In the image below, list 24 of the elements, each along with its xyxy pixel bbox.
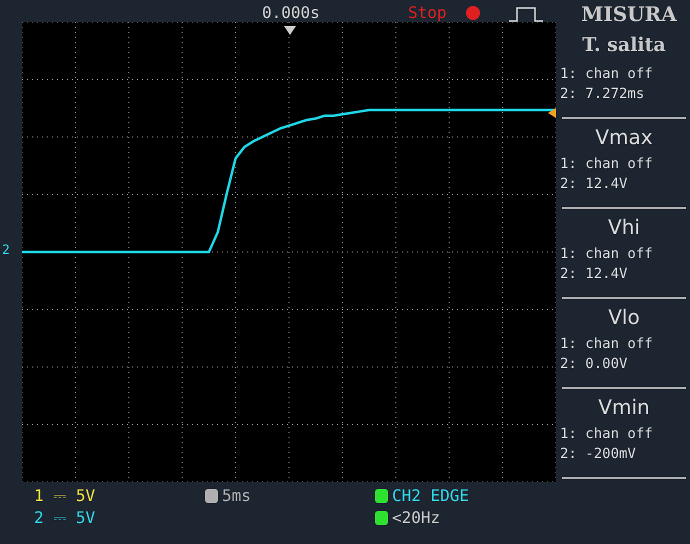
text: Vmin — [597, 395, 651, 419]
text: 1: chan off — [560, 156, 654, 173]
text: 0.000s — [262, 3, 321, 22]
text: T. salita — [581, 34, 667, 57]
text: 1: chan off — [560, 66, 654, 83]
text: CH2 EDGE — [392, 486, 470, 506]
text: 1 ⎓ 5V — [34, 486, 96, 506]
text: Vhi — [607, 215, 641, 239]
text: <20Hz — [392, 508, 442, 528]
text: 2: 12.4V — [560, 176, 628, 193]
text: 2 ⎓ 5V — [34, 508, 96, 528]
text: Stop — [408, 3, 448, 22]
text: 1: chan off — [560, 336, 654, 353]
text: 2: 12.4V — [560, 266, 628, 283]
text: 1: chan off — [560, 246, 654, 263]
text: 2: 7.272ms — [560, 86, 646, 103]
text: 2 — [2, 243, 11, 259]
text: Vlo — [607, 305, 641, 329]
text: MISURA — [580, 2, 678, 26]
text: 2: -200mV — [560, 446, 637, 463]
text: 2: 0.00V — [560, 356, 628, 373]
text: 1: chan off — [560, 426, 654, 443]
text: Vmax — [594, 125, 654, 149]
text: 5ms — [222, 486, 252, 506]
